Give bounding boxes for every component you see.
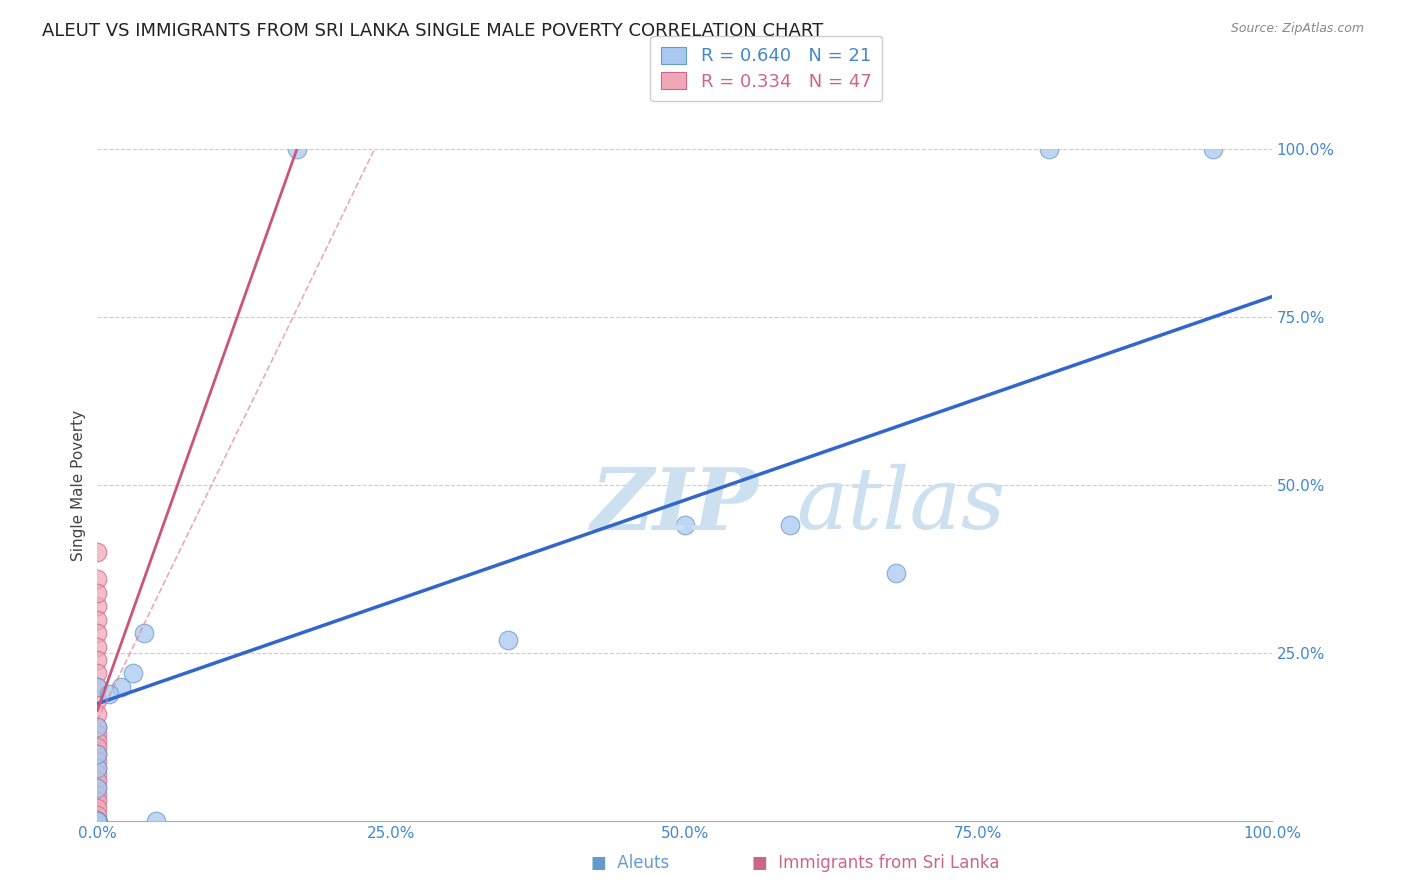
Point bbox=[86, 814, 108, 829]
Point bbox=[86, 814, 108, 829]
Point bbox=[86, 727, 108, 741]
Point bbox=[86, 814, 108, 829]
Point bbox=[86, 754, 108, 768]
Point bbox=[86, 733, 108, 747]
Point bbox=[86, 572, 108, 586]
Point bbox=[86, 814, 108, 829]
Point bbox=[86, 814, 108, 829]
Point bbox=[86, 780, 108, 795]
Point bbox=[86, 814, 108, 829]
Point bbox=[86, 680, 108, 694]
Point bbox=[86, 814, 108, 829]
Point bbox=[86, 599, 108, 614]
Point bbox=[121, 666, 143, 681]
Point bbox=[1202, 142, 1225, 156]
Point bbox=[86, 814, 108, 829]
Point bbox=[86, 801, 108, 815]
Point bbox=[86, 814, 108, 829]
Point bbox=[86, 680, 108, 694]
Point bbox=[86, 814, 108, 829]
Text: ■  Immigrants from Sri Lanka: ■ Immigrants from Sri Lanka bbox=[752, 855, 1000, 872]
Text: ■  Aleuts: ■ Aleuts bbox=[591, 855, 669, 872]
Point bbox=[86, 814, 108, 829]
Point bbox=[110, 680, 132, 694]
Point bbox=[86, 720, 108, 734]
Point bbox=[86, 653, 108, 667]
Point bbox=[86, 740, 108, 755]
Point bbox=[86, 814, 108, 829]
Point bbox=[86, 814, 108, 829]
Y-axis label: Single Male Poverty: Single Male Poverty bbox=[72, 409, 86, 561]
Point bbox=[86, 767, 108, 781]
Point bbox=[285, 142, 308, 156]
Point bbox=[86, 814, 108, 829]
Point bbox=[498, 632, 520, 647]
Point bbox=[145, 814, 167, 829]
Point bbox=[86, 761, 108, 775]
Point bbox=[86, 640, 108, 654]
Point bbox=[86, 693, 108, 707]
Point bbox=[86, 814, 108, 829]
Legend: R = 0.640   N = 21, R = 0.334   N = 47: R = 0.640 N = 21, R = 0.334 N = 47 bbox=[650, 36, 883, 102]
Point bbox=[673, 518, 696, 533]
Point bbox=[779, 518, 801, 533]
Point bbox=[86, 585, 108, 599]
Point bbox=[86, 814, 108, 829]
Point bbox=[86, 814, 108, 829]
Text: Source: ZipAtlas.com: Source: ZipAtlas.com bbox=[1230, 22, 1364, 36]
Point bbox=[86, 545, 108, 559]
Point bbox=[86, 814, 108, 829]
Point bbox=[86, 613, 108, 627]
Point bbox=[86, 761, 108, 775]
Point bbox=[86, 666, 108, 681]
Point bbox=[86, 774, 108, 789]
Point bbox=[86, 747, 108, 761]
Text: ZIP: ZIP bbox=[591, 464, 758, 547]
Point bbox=[86, 814, 108, 829]
Point bbox=[1038, 142, 1060, 156]
Point bbox=[86, 626, 108, 640]
Point bbox=[86, 780, 108, 795]
Point bbox=[86, 794, 108, 808]
Point bbox=[884, 566, 907, 580]
Point bbox=[86, 814, 108, 829]
Point bbox=[86, 814, 108, 829]
Point bbox=[86, 720, 108, 734]
Point bbox=[86, 706, 108, 721]
Point bbox=[86, 788, 108, 802]
Text: atlas: atlas bbox=[796, 464, 1005, 547]
Text: ALEUT VS IMMIGRANTS FROM SRI LANKA SINGLE MALE POVERTY CORRELATION CHART: ALEUT VS IMMIGRANTS FROM SRI LANKA SINGL… bbox=[42, 22, 824, 40]
Point bbox=[86, 814, 108, 829]
Point bbox=[86, 814, 108, 829]
Point bbox=[86, 807, 108, 822]
Point bbox=[98, 687, 121, 701]
Point bbox=[86, 747, 108, 761]
Point bbox=[86, 814, 108, 829]
Point bbox=[134, 626, 156, 640]
Point bbox=[86, 814, 108, 829]
